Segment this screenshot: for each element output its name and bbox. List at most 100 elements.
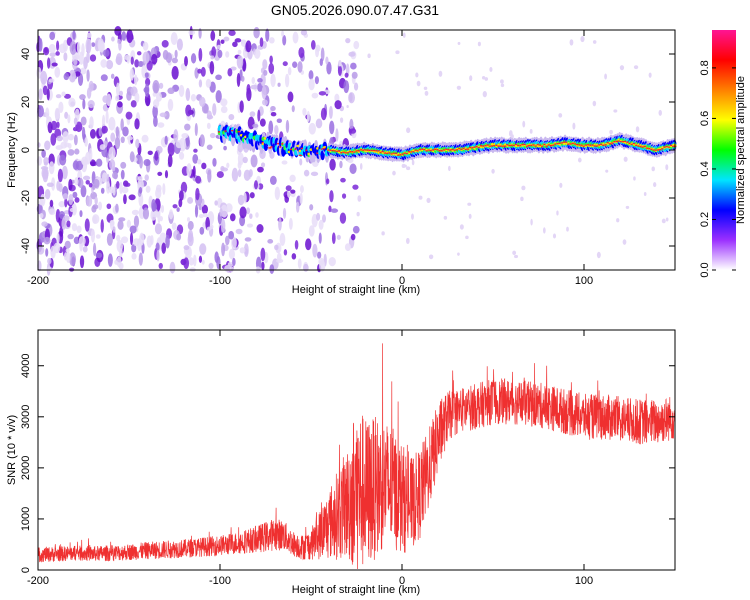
spectrogram-noise-cell <box>406 127 411 134</box>
spectrogram-noise-cell <box>115 203 119 213</box>
spectrogram-noise-cell <box>572 122 576 130</box>
spectrogram-noise-cell <box>108 116 116 131</box>
figure-title: GN05.2026.090.07.47.G31 <box>271 2 439 18</box>
spectrogram-noise-cell <box>262 99 268 106</box>
colorbar-ticks: 0.0 0.2 0.4 0.6 0.8 <box>699 60 736 278</box>
spectrogram-noise-cell <box>116 256 122 268</box>
spectrogram-noise-cell <box>331 232 336 245</box>
spectrogram-noise-cell <box>56 135 63 142</box>
spectrogram-noise-cell <box>318 219 324 230</box>
spectrogram-noise-cell <box>438 70 443 77</box>
snr-y-tick-label: 1000 <box>20 507 32 531</box>
spectrogram-noise-cell <box>198 213 204 219</box>
spectrogram-noise-cell <box>234 38 242 43</box>
spectrogram-noise-cell <box>111 36 115 42</box>
spectrogram-noise-cell <box>244 237 252 242</box>
spectrogram-noise-cell <box>192 165 196 178</box>
spectrogram-noise-cell <box>68 194 74 206</box>
spectrogram-noise-cell <box>195 175 202 184</box>
spectrogram-noise-cell <box>529 128 533 134</box>
spectrogram-noise-cell <box>613 109 618 113</box>
spectrogram-noise-cell <box>84 137 88 147</box>
spectrogram-noise-cell <box>159 82 164 89</box>
spectrogram-noise-cell <box>92 242 97 256</box>
spectrogram-noise-cell <box>569 39 574 46</box>
spectrogram-noise-cell <box>322 214 326 223</box>
spectrogram-noise-cell <box>256 224 264 233</box>
spectrogram-noise-cell <box>220 106 228 114</box>
spectrogram-noise-cell <box>183 257 190 270</box>
spectrogram-noise-cell <box>171 57 178 64</box>
spectrogram-noise-cell <box>102 95 109 104</box>
spectrogram-noise-cell <box>326 61 332 75</box>
spectrogram-noise-cell <box>651 166 655 172</box>
spectrogram-noise-cell <box>101 172 108 183</box>
spectrogram-noise-cell <box>155 92 163 102</box>
spectrogram-noise-cell <box>201 259 205 265</box>
spectrogram-noise-cell <box>352 184 359 190</box>
spectrogram-noise-cell <box>220 98 228 107</box>
spectrogram-noise-cell <box>100 187 105 194</box>
spectrogram-noise-cell <box>198 27 202 39</box>
spectrogram-noise-cell <box>428 254 434 260</box>
spectrogram-noise-cell <box>89 159 96 167</box>
spectrogram-noise-cell <box>481 75 486 80</box>
spectrogram-noise-cell <box>147 150 153 156</box>
spectrogram-noise-cell <box>186 217 191 222</box>
spectrogram-noise-cell <box>144 83 150 97</box>
snr-y-axis-label: SNR (10 * v/v) <box>6 415 18 485</box>
spectrogram-noise-cell <box>67 142 72 149</box>
spectrogram-noise-cell <box>257 78 263 83</box>
spectrogram-noise-cell <box>184 123 191 131</box>
spectrogram-noise-cell <box>156 249 160 262</box>
spectrogram-noise-cell <box>126 56 130 64</box>
spectrogram-noise-cell <box>192 153 199 164</box>
spectrogram-noise-cell <box>198 255 203 263</box>
spectrogram-noise-cell <box>665 217 669 222</box>
spectrogram-noise-cell <box>298 47 305 59</box>
spectrogram-noise-cell <box>339 117 344 123</box>
spectrogram-noise-cell <box>99 144 106 150</box>
spectrogram-noise-cell <box>107 253 113 267</box>
spectrogram-noise-cell <box>66 220 71 228</box>
spectrogram-noise-cell <box>260 162 266 168</box>
spectrogram-noise-cell <box>274 125 279 135</box>
spectrogram-noise-cell <box>284 73 290 88</box>
spectrogram-noise-cell <box>411 213 414 220</box>
spectrogram-noise-cell <box>520 196 524 202</box>
spectrogram-noise-cell <box>180 181 188 194</box>
spectrogram-noise-cell <box>47 257 52 265</box>
spectrogram-noise-cell <box>283 249 288 256</box>
spectrogram-noise-cell <box>43 46 50 56</box>
spectrogram-noise-cell <box>117 38 121 45</box>
spectrogram-noise-cell <box>276 258 284 264</box>
spectrogram-noise-cell <box>46 182 54 187</box>
spectrogram-noise-cell <box>181 132 189 139</box>
spectrogram-noise-cell <box>59 154 67 166</box>
spectrogram-noise-cell <box>349 163 357 175</box>
spectrogram-noise-cell <box>152 80 160 94</box>
spectrogram-noise-cell <box>214 200 218 206</box>
spectrogram-noise-cell <box>68 178 73 191</box>
spectrogram-noise-cell <box>88 80 94 92</box>
spectrogram-noise-cell <box>349 118 354 131</box>
spectrogram-noise-cell <box>287 189 291 198</box>
spectrogram-noise-cell <box>592 40 597 44</box>
spectrogram-noise-cell <box>268 120 274 135</box>
spectrogram-noise-cell <box>344 243 352 251</box>
spectrogram-noise-cell <box>344 72 349 78</box>
spectrogram-x-tick-label: 0 <box>399 275 405 287</box>
spectrogram-noise-cell <box>232 41 238 48</box>
spectrogram-noise-cell <box>235 228 243 235</box>
spectrogram-noise-cell <box>115 53 123 66</box>
spectrogram-noise-cell <box>310 40 316 50</box>
colorbar: 0.0 0.2 0.4 0.6 0.8 Normalized spectral ampl… <box>699 30 747 278</box>
spectrogram-noise-cell <box>97 201 103 211</box>
spectrogram-noise-cell <box>114 137 121 150</box>
spectrogram-noise-cell <box>239 206 247 219</box>
spectrogram-noise-cell <box>609 129 613 135</box>
spectrogram-noise-cell <box>106 233 113 246</box>
spectrogram-noise-cell <box>530 218 533 226</box>
spectrogram-noise-cell <box>175 140 183 149</box>
spectrogram-noise-cell <box>343 80 350 94</box>
